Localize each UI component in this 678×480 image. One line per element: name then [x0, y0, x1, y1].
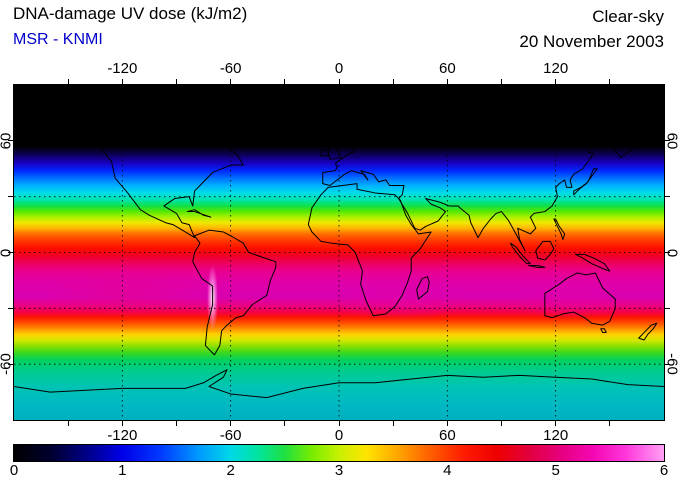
lon-tick-label-bottom: 120 — [543, 427, 569, 444]
lon-tick-bottom — [67, 421, 69, 426]
lon-tick-bottom — [230, 421, 232, 426]
colorbar-tick-label: 6 — [659, 462, 669, 479]
lon-tick-bottom — [338, 421, 340, 426]
lat-tick-left — [8, 363, 13, 365]
continent-outlines — [14, 85, 664, 420]
lat-tick-right — [665, 140, 670, 142]
lon-tick-top — [446, 79, 448, 84]
lat-tick-right — [665, 363, 670, 365]
coastline-new-guinea — [576, 254, 610, 271]
lon-tick-label-bottom: 60 — [438, 427, 456, 444]
date-label: 20 November 2003 — [519, 32, 664, 51]
lon-tick-top — [501, 79, 502, 84]
colorbar-tick-label: 0 — [9, 462, 19, 479]
coastline-java — [529, 266, 545, 268]
lon-tick-top — [67, 79, 69, 84]
header-right: Clear-sky 20 November 2003 — [519, 4, 664, 54]
lon-tick-bottom — [501, 421, 502, 426]
lat-tick-left — [8, 307, 13, 309]
coastline-australia — [545, 273, 615, 325]
coastline-japan — [574, 169, 597, 195]
coastline-antarctica — [14, 370, 664, 398]
lon-tick-bottom — [392, 421, 394, 426]
graticule-gridlines — [14, 85, 664, 420]
page-title: DNA-damage UV dose (kJ/m2) — [13, 4, 248, 23]
lon-tick-top — [284, 79, 286, 84]
lat-tick-left — [8, 140, 13, 142]
coastline-new-zealand — [639, 323, 657, 340]
colorbar-tick-label: 2 — [226, 462, 235, 479]
lon-tick-label-top: -120 — [107, 60, 138, 77]
lon-tick-top — [609, 79, 611, 84]
colorbar-tick-label: 5 — [551, 462, 560, 479]
coastline-north-america — [36, 120, 244, 237]
lon-tick-bottom — [555, 421, 557, 426]
lon-tick-top — [230, 79, 232, 84]
lon-tick-label-top: 0 — [334, 60, 344, 77]
source-label: MSR - KNMI — [13, 31, 103, 48]
coastline-tasmania — [601, 329, 606, 333]
lon-tick-label-bottom: -60 — [219, 427, 242, 444]
colorbar-tick-label: 3 — [334, 462, 344, 479]
colorbar — [13, 444, 665, 462]
lon-tick-top — [176, 79, 177, 84]
map-canvas — [13, 84, 665, 421]
coastline-greenland — [227, 98, 299, 141]
sky-condition-label: Clear-sky — [592, 7, 664, 26]
lon-tick-label-bottom: 0 — [334, 427, 344, 444]
colorbar-tick-label: 4 — [443, 462, 452, 479]
lon-tick-top — [555, 79, 557, 84]
lon-tick-label-bottom: -120 — [107, 427, 138, 444]
lon-tick-top — [121, 79, 123, 84]
lon-tick-bottom — [176, 421, 177, 426]
coastline-africa — [308, 184, 431, 316]
coastline-madagascar — [417, 277, 430, 299]
lon-tick-top — [392, 79, 394, 84]
lon-tick-bottom — [284, 421, 286, 426]
coastline-south-america — [193, 230, 276, 355]
colorbar-tick-label: 1 — [118, 462, 127, 479]
coastline-philippines — [554, 219, 565, 239]
lon-tick-label-top: 120 — [543, 60, 569, 77]
lon-tick-label-top: 60 — [438, 60, 456, 77]
lon-tick-label-top: -60 — [219, 60, 242, 77]
coastline-antilles — [187, 210, 210, 217]
lon-tick-bottom — [121, 421, 123, 426]
lon-tick-top — [338, 79, 340, 84]
lon-tick-bottom — [446, 421, 448, 426]
lat-tick-right — [665, 196, 670, 198]
lat-tick-right — [665, 307, 670, 309]
lat-tick-right — [665, 252, 670, 253]
lon-tick-bottom — [609, 421, 611, 426]
coastline-sumatra — [511, 243, 531, 263]
coastline-ireland — [321, 150, 328, 156]
coastline-iceland — [299, 130, 313, 136]
lat-tick-left — [8, 196, 13, 198]
coastline-borneo — [536, 241, 554, 260]
coastline-eurasia — [323, 109, 661, 250]
lat-tick-left — [8, 252, 13, 253]
